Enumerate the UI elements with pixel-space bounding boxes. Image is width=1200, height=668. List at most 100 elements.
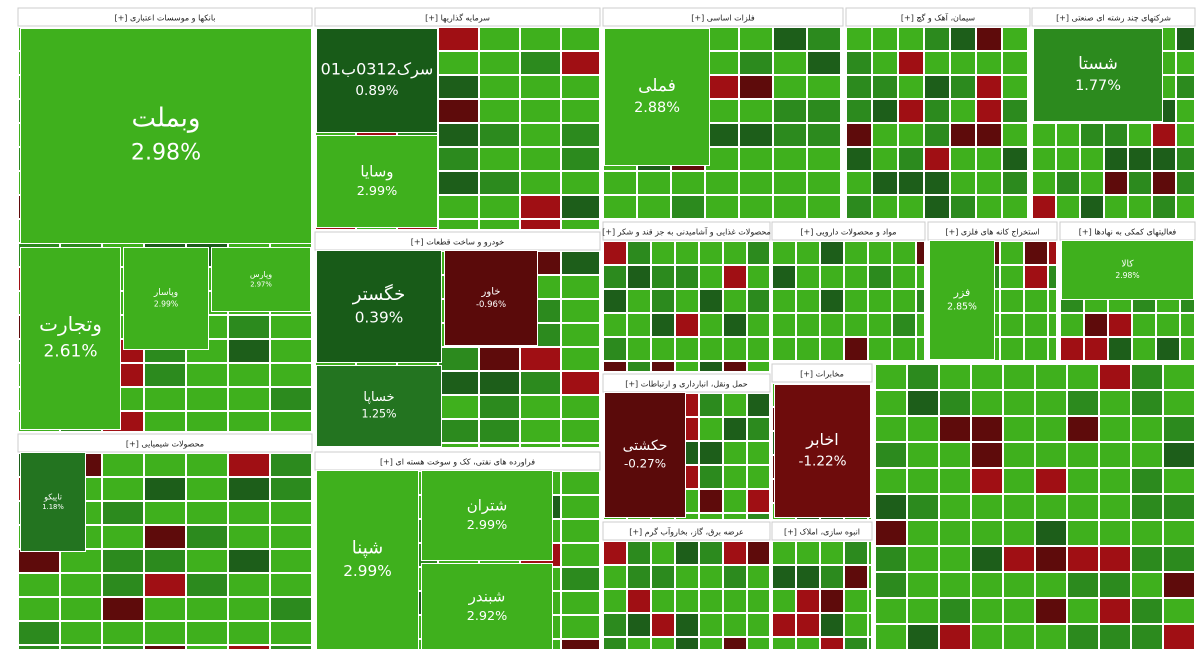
filler-tile	[723, 361, 747, 372]
filler-tile	[627, 541, 651, 565]
filler-tile	[844, 589, 868, 613]
stock-label: فملی	[638, 76, 676, 96]
filler-tile	[1032, 195, 1056, 219]
filler-tile	[1035, 546, 1067, 572]
filler-tile	[892, 265, 916, 289]
filler-tile	[950, 75, 976, 99]
filler-tile	[723, 637, 747, 650]
filler-tile	[841, 123, 843, 147]
filler-tile	[872, 195, 898, 219]
filler-tile	[971, 364, 1003, 390]
filler-tile	[1048, 241, 1057, 265]
filler-tile	[872, 171, 898, 195]
filler-tile	[841, 51, 843, 75]
stock-label: شستا	[1078, 54, 1118, 74]
filler-tile	[820, 589, 844, 613]
filler-tile	[924, 195, 950, 219]
filler-tile	[1067, 364, 1099, 390]
filler-tile	[1002, 51, 1028, 75]
filler-tile	[723, 513, 747, 520]
filler-tile	[723, 465, 747, 489]
filler-tile	[1035, 494, 1067, 520]
filler-tile	[1099, 364, 1131, 390]
filler-tile	[868, 337, 892, 361]
filler-tile	[60, 597, 102, 621]
filler-tile	[796, 565, 820, 589]
filler-tile	[699, 489, 723, 513]
filler-tile	[772, 541, 796, 565]
stock-tile	[929, 240, 995, 360]
filler-tile	[102, 597, 144, 621]
stock-change: 2.88%	[634, 100, 680, 116]
filler-tile	[1002, 99, 1028, 123]
filler-tile	[723, 613, 747, 637]
filler-tile	[939, 494, 971, 520]
filler-tile	[796, 241, 820, 265]
filler-tile	[872, 75, 898, 99]
filler-tile	[924, 27, 950, 51]
filler-tile	[627, 265, 651, 289]
filler-tile	[228, 501, 270, 525]
sector-header	[17, 7, 313, 27]
filler-tile	[1163, 546, 1195, 572]
stock-tile	[1033, 28, 1163, 122]
filler-tile	[627, 289, 651, 313]
filler-tile	[561, 567, 600, 591]
filler-tile	[939, 416, 971, 442]
filler-tile	[603, 313, 627, 337]
filler-tile	[875, 442, 907, 468]
filler-tile	[807, 147, 841, 171]
filler-tile	[1003, 364, 1035, 390]
stock-change: 1.77%	[1075, 78, 1121, 94]
filler-tile	[1099, 494, 1131, 520]
filler-tile	[820, 613, 844, 637]
filler-tile	[846, 195, 872, 219]
filler-tile	[479, 371, 520, 395]
filler-tile	[950, 51, 976, 75]
filler-tile	[1108, 313, 1132, 337]
filler-tile	[651, 337, 675, 361]
filler-tile	[907, 546, 939, 572]
filler-tile	[898, 51, 924, 75]
stock-tile	[316, 28, 438, 133]
filler-tile	[603, 589, 627, 613]
filler-tile	[924, 147, 950, 171]
filler-tile	[102, 477, 144, 501]
filler-tile	[872, 51, 898, 75]
filler-tile	[1060, 313, 1084, 337]
filler-tile	[747, 393, 770, 417]
filler-tile	[1131, 442, 1163, 468]
filler-tile	[1035, 468, 1067, 494]
filler-tile	[1099, 546, 1131, 572]
filler-tile	[747, 565, 770, 589]
filler-tile	[1028, 195, 1030, 219]
filler-tile	[723, 589, 747, 613]
filler-tile	[892, 337, 916, 361]
filler-tile	[924, 123, 950, 147]
filler-tile	[1104, 147, 1128, 171]
filler-tile	[739, 123, 773, 147]
filler-tile	[651, 637, 675, 650]
filler-tile	[479, 219, 520, 230]
filler-tile	[228, 363, 270, 387]
filler-tile	[561, 99, 600, 123]
filler-tile	[1176, 147, 1195, 171]
filler-tile	[1003, 416, 1035, 442]
filler-tile	[820, 241, 844, 265]
filler-tile	[438, 171, 479, 195]
filler-tile	[438, 443, 479, 448]
filler-tile	[699, 589, 723, 613]
filler-tile	[561, 395, 600, 419]
filler-tile	[627, 613, 651, 637]
filler-tile	[186, 363, 228, 387]
sector-header	[845, 7, 1031, 27]
filler-tile	[1056, 147, 1080, 171]
stock-tile	[20, 452, 86, 552]
filler-tile	[868, 565, 872, 589]
filler-tile	[868, 541, 872, 565]
filler-tile	[907, 598, 939, 624]
filler-tile	[1035, 624, 1067, 650]
filler-tile	[102, 645, 144, 650]
filler-tile	[144, 597, 186, 621]
filler-tile	[1002, 123, 1028, 147]
